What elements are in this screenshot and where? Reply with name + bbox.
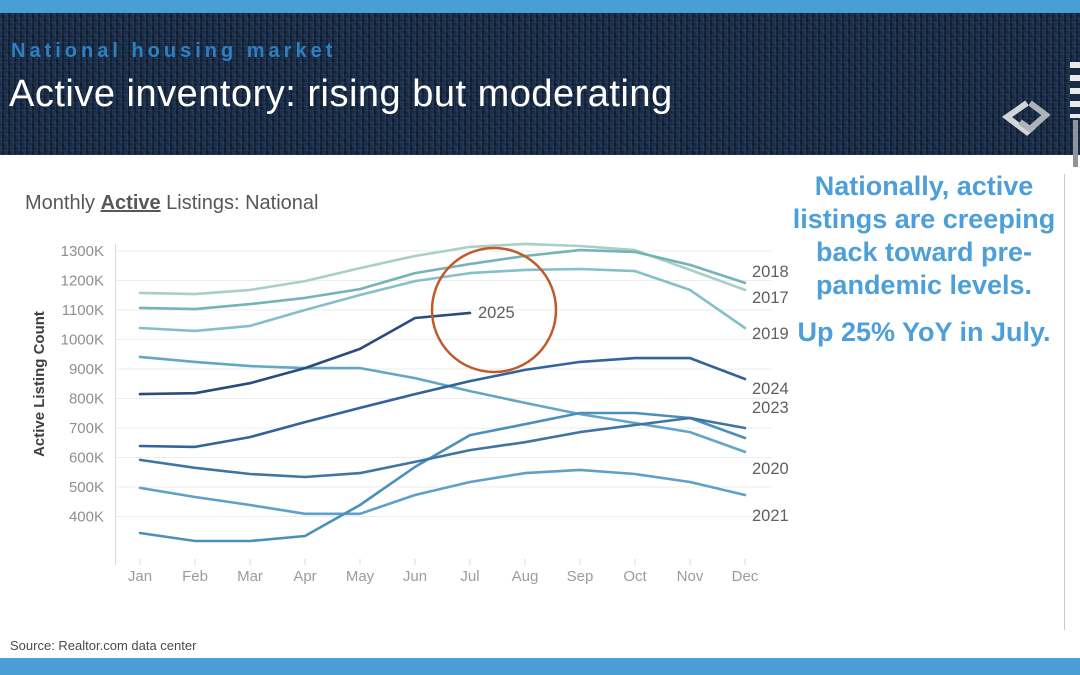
chart-line-2019 — [138, 267, 747, 333]
x-tick-label: Sep — [567, 568, 594, 585]
chart-line-2025 — [138, 311, 472, 396]
bottom-accent-bar — [0, 658, 1080, 675]
windermere-w-icon — [1001, 100, 1050, 136]
y-tick-label: 500K — [69, 479, 104, 496]
x-tick-label: Dec — [732, 568, 759, 585]
chart-title-suffix: Listings: National — [160, 192, 319, 214]
source-attribution: Source: Realtor.com data center — [10, 638, 197, 653]
chart-line-2022 — [138, 411, 747, 543]
series-label-2018: 2018 — [752, 263, 789, 281]
y-tick-label: 1100K — [62, 302, 104, 319]
y-axis-title: Active Listing Count — [31, 311, 48, 457]
y-tick-label: 900K — [69, 361, 104, 378]
x-tick-label: Mar — [237, 568, 263, 585]
x-tick-label: Nov — [677, 568, 704, 585]
x-tick-label: Jul — [460, 568, 479, 585]
callout-text-2: Up 25% YoY in July. — [797, 317, 1051, 347]
top-accent-bar — [0, 0, 1080, 13]
y-tick-label: 800K — [69, 391, 104, 408]
x-tick-label: May — [346, 568, 375, 585]
chart-line-2021 — [138, 468, 747, 516]
chart-line-2023 — [138, 416, 747, 479]
section-kicker: National housing market — [11, 40, 337, 62]
flag-stripes-decoration — [1070, 62, 1080, 118]
series-label-2020: 2020 — [752, 460, 789, 478]
callout-panel: Nationally, active listings are creeping… — [792, 170, 1056, 349]
header-banner: National housing market Active inventory… — [0, 13, 1080, 155]
x-tick-label: Aug — [512, 568, 539, 585]
chart-line-2024 — [138, 356, 747, 449]
chart-line-2020 — [138, 355, 747, 454]
series-label-2024: 2024 — [752, 380, 789, 398]
y-tick-label: 1000K — [61, 332, 104, 349]
chart-title: Monthly Active Listings: National — [25, 192, 319, 215]
chart-title-emphasis: Active — [100, 192, 161, 214]
right-divider-line — [1064, 174, 1065, 630]
x-tick-label: Jan — [128, 568, 152, 585]
y-tick-label: 1300K — [61, 243, 104, 260]
line-chart: 1300K 1200K 1100K 1000K 900K 800K 700K 600K 500K… — [31, 242, 789, 585]
x-tick-label: Apr — [293, 568, 316, 585]
x-tick-label: Oct — [623, 568, 647, 585]
chart-line-2018 — [138, 248, 747, 311]
y-tick-label: 700K — [69, 420, 104, 437]
chart-title-prefix: Monthly — [25, 192, 101, 214]
series-label-2023: 2023 — [752, 399, 789, 417]
callout-text-1: Nationally, active listings are creeping… — [792, 171, 1056, 300]
flag-pole-decoration — [1073, 120, 1078, 167]
y-tick-label: 1200K — [61, 273, 104, 290]
x-tick-label: Feb — [182, 568, 208, 585]
page-title: Active inventory: rising but moderating — [9, 73, 673, 115]
y-tick-label: 600K — [69, 450, 104, 467]
series-label-2025: 2025 — [478, 304, 515, 322]
series-label-2021: 2021 — [752, 507, 789, 525]
y-tick-label: 400K — [69, 509, 104, 526]
highlight-circle — [430, 246, 558, 374]
x-tick-label: Jun — [403, 568, 427, 585]
series-label-2019: 2019 — [752, 325, 789, 343]
series-label-2017: 2017 — [752, 289, 789, 307]
